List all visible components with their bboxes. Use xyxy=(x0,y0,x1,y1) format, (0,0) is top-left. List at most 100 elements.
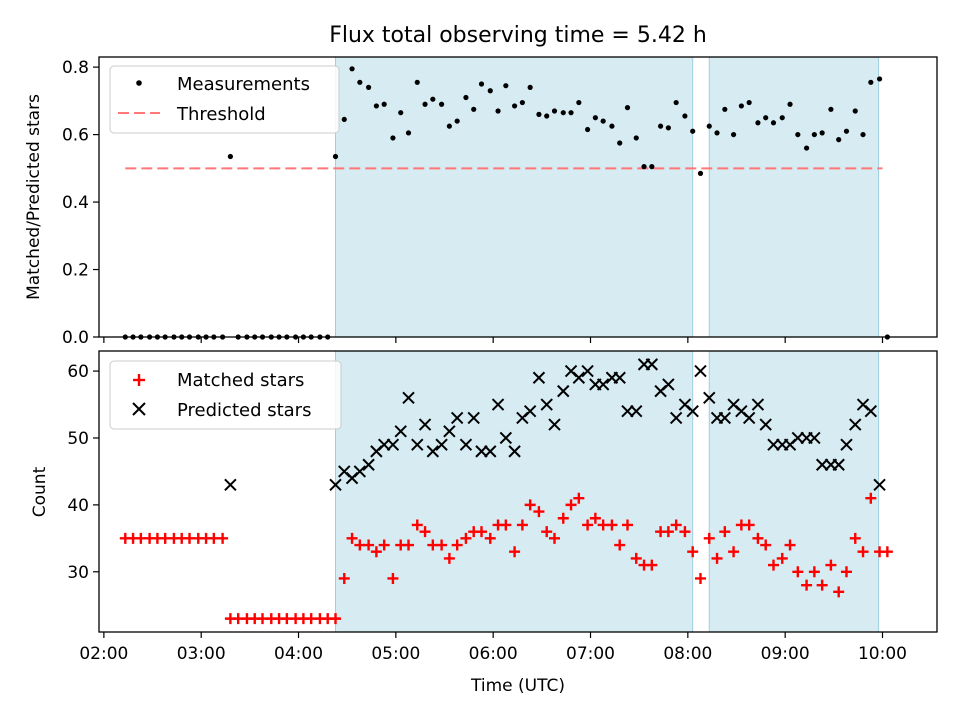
x-tick-label: 02:00 xyxy=(79,644,128,664)
top-legend-box xyxy=(109,65,340,134)
measurement-point xyxy=(576,99,582,106)
predicted-star-point xyxy=(630,405,643,418)
matched-star-point xyxy=(524,499,536,511)
legend-predicted-marker xyxy=(132,402,146,416)
matched-star-point xyxy=(419,526,431,538)
measurement-point xyxy=(568,110,574,116)
matched-star-point xyxy=(370,546,382,558)
measurement-point xyxy=(633,135,639,141)
matched-star-point xyxy=(833,586,845,598)
predicted-star-point xyxy=(864,405,878,418)
x-tick-label: 05:00 xyxy=(371,644,420,664)
measurement-point xyxy=(463,94,469,101)
predicted-star-point xyxy=(450,411,464,425)
measurement-point xyxy=(690,128,696,134)
x-tick-label: 03:00 xyxy=(177,644,226,664)
predicted-star-point xyxy=(508,445,521,458)
measurement-point xyxy=(357,79,363,85)
measurement-point xyxy=(398,110,404,116)
x-tick-label: 07:00 xyxy=(566,644,615,664)
predicted-star-point xyxy=(548,418,561,431)
measurement-point xyxy=(405,130,412,136)
matched-star-point xyxy=(548,532,560,544)
measurement-point xyxy=(454,118,460,124)
top-legend: Measurements Threshold xyxy=(109,65,340,134)
matched-star-point xyxy=(857,546,869,558)
bottom-y-ticks: 30 40 50 60 xyxy=(67,362,99,583)
predicted-star-point xyxy=(849,418,862,431)
predicted-star-point xyxy=(742,411,756,425)
shaded-span-2 xyxy=(708,56,880,338)
measurement-point xyxy=(657,123,664,129)
measurement-point xyxy=(544,113,550,119)
matched-star-point xyxy=(808,566,820,578)
predicted-star-point xyxy=(596,378,610,391)
predicted-star-point xyxy=(791,431,805,445)
predicted-star-point xyxy=(557,384,570,398)
predicted-star-point xyxy=(377,438,391,451)
legend-predicted-label: Predicted stars xyxy=(177,400,311,421)
top-y-tick-label: 0.0 xyxy=(62,328,89,348)
measurement-point xyxy=(551,108,558,114)
top-panel: 0.00.20.40.60.8 Matched/Predicted stars … xyxy=(24,56,938,348)
matched-star-point xyxy=(500,519,512,531)
matched-star-point xyxy=(606,519,618,531)
matched-star-point xyxy=(621,519,633,531)
measurement-point xyxy=(332,153,339,160)
top-y-ticks: 0.0 0.2 0.4 0.6 0.8 xyxy=(62,58,99,348)
top-y-tick-label: 0.2 xyxy=(62,261,89,281)
bottom-y-axis-label: Count xyxy=(30,466,50,517)
measurement-point xyxy=(414,79,420,85)
measurement-point xyxy=(641,164,647,170)
bottom-x-ticks: 02:00 03:00 04:00 05:00 06:00 07:00 08:00 09:00… xyxy=(79,632,907,664)
matched-star-point xyxy=(565,499,577,511)
matched-star-points xyxy=(119,492,893,625)
matched-star-point xyxy=(752,532,764,544)
matched-star-point xyxy=(719,526,731,538)
measurement-point xyxy=(706,123,712,129)
matched-star-point xyxy=(387,572,399,584)
measurement-point xyxy=(730,131,737,138)
matched-star-point xyxy=(557,512,569,524)
measurement-point xyxy=(755,120,761,126)
measurement-point xyxy=(471,106,477,112)
measurement-point xyxy=(536,111,542,117)
predicted-star-points xyxy=(224,358,886,492)
predicted-star-point xyxy=(443,425,456,438)
shaded-span-2 xyxy=(708,350,880,633)
matched-star-point xyxy=(436,539,448,551)
matched-star-point xyxy=(378,539,390,551)
measurement-point xyxy=(495,108,501,114)
measurement-point xyxy=(697,170,704,176)
predicted-star-point xyxy=(873,478,886,492)
predicted-star-point xyxy=(703,391,716,405)
matched-star-point xyxy=(509,546,521,558)
predicted-star-point xyxy=(621,405,634,418)
predicted-star-point xyxy=(694,364,707,378)
matched-star-point xyxy=(460,532,472,544)
measurement-point xyxy=(714,130,720,136)
predicted-star-point xyxy=(411,438,424,451)
predicted-star-point xyxy=(840,438,853,451)
measurement-point xyxy=(373,103,379,109)
shaded-span-1 xyxy=(335,350,694,633)
measurement-point xyxy=(770,120,777,126)
matched-star-point xyxy=(694,572,706,584)
matched-star-point xyxy=(784,539,796,551)
predicted-star-point xyxy=(540,398,553,411)
legend-measurements-marker xyxy=(136,80,142,86)
measurement-point xyxy=(819,130,825,136)
measurement-point xyxy=(876,76,883,82)
legend-matched-marker xyxy=(133,374,145,386)
predicted-star-point xyxy=(815,458,829,471)
measurement-point xyxy=(527,84,533,90)
x-tick-label: 10:00 xyxy=(858,644,907,664)
matched-star-point xyxy=(443,552,455,564)
top-y-tick-label: 0.6 xyxy=(62,126,89,146)
measurement-point xyxy=(446,123,452,129)
matched-star-point xyxy=(840,566,852,578)
measurement-point xyxy=(787,101,793,107)
predicted-star-point xyxy=(475,445,488,458)
matched-star-point xyxy=(849,532,861,544)
